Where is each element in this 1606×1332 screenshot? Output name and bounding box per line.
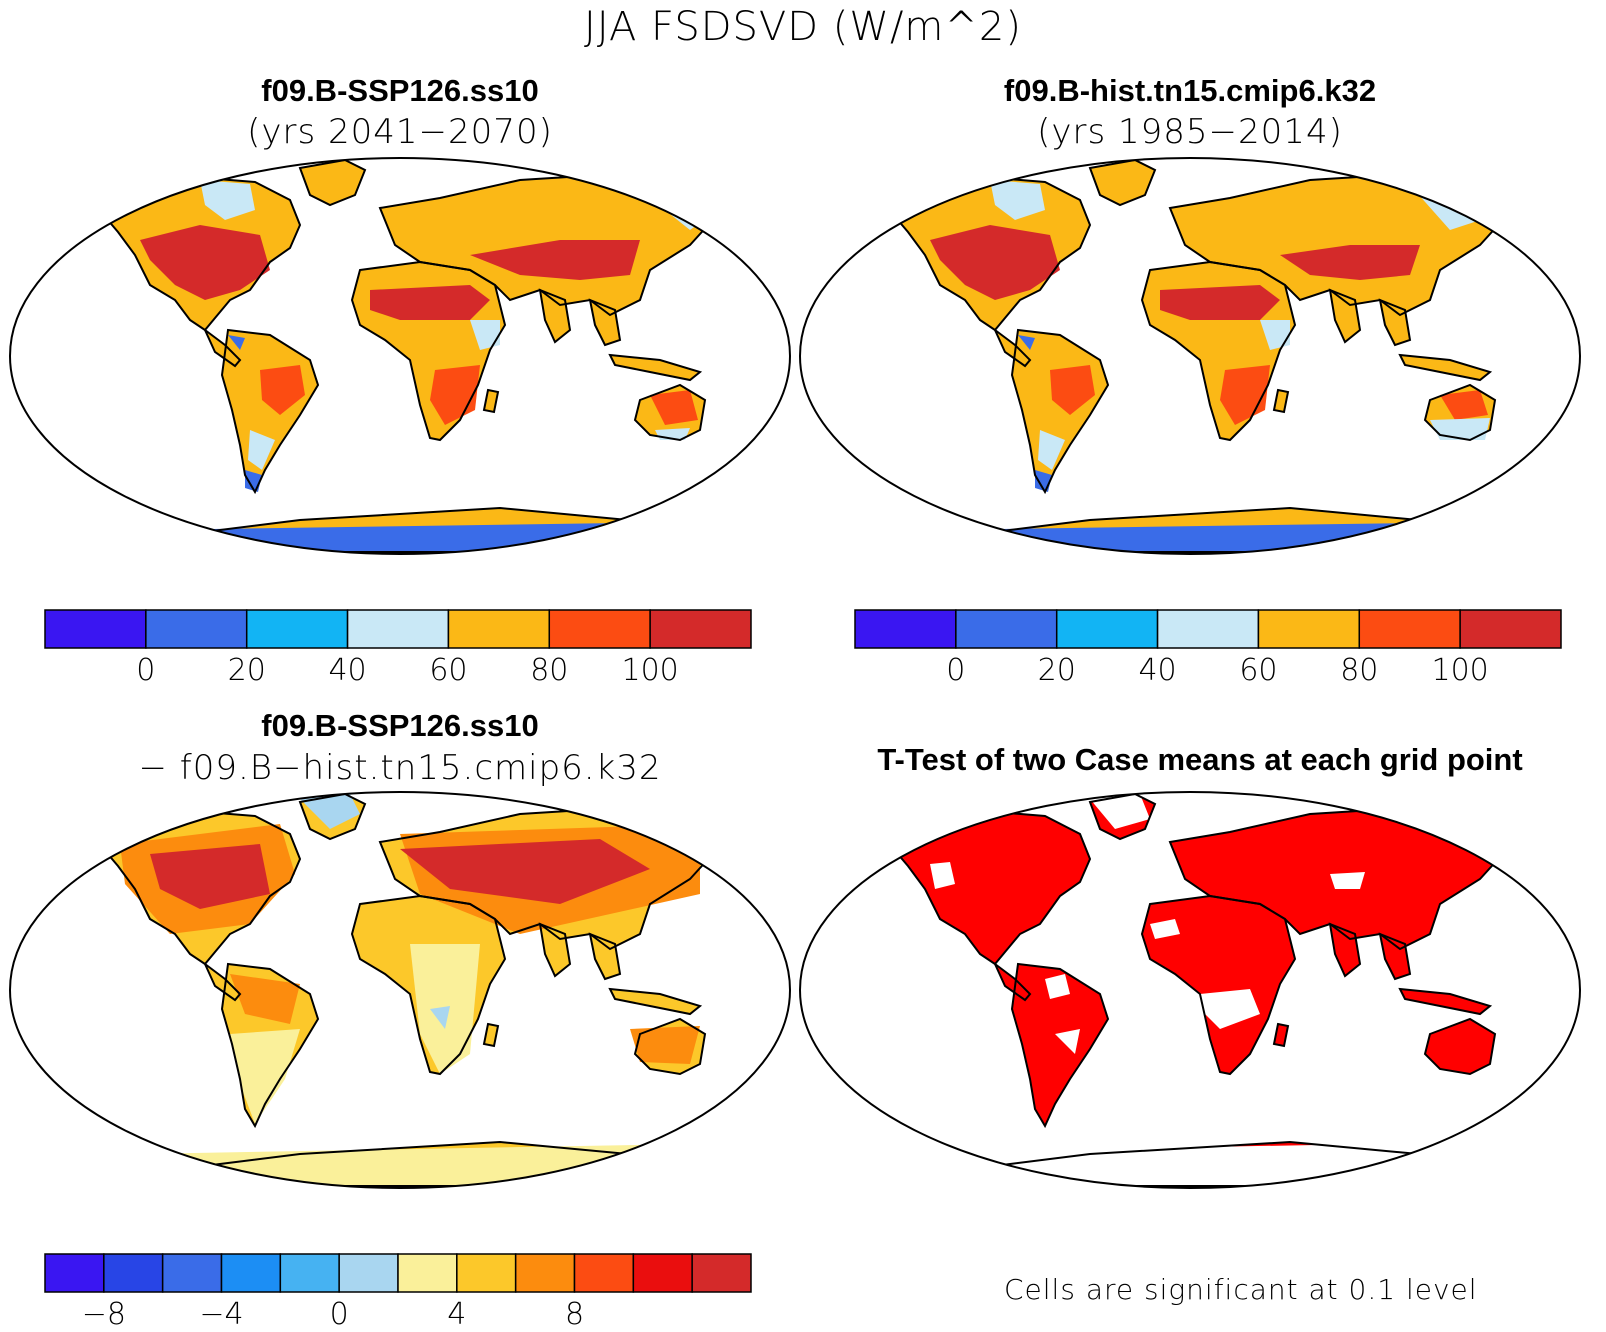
colorbar-tick-label: 20	[1037, 653, 1076, 688]
colorbar-swatch	[1257, 609, 1361, 649]
colorbar-swatch	[103, 1253, 164, 1293]
globe-outline	[9, 157, 791, 555]
map-control	[799, 157, 1581, 555]
high-flux-regions	[140, 225, 640, 320]
colorbar-tick-label: 40	[328, 653, 367, 688]
colorbar-tick-label: 60	[429, 653, 468, 688]
colorbar-swatch	[691, 1253, 752, 1293]
colorbar-tick-label: 20	[227, 653, 266, 688]
colorbar-swatch	[854, 609, 957, 649]
colorbar-tick-label: 0	[136, 653, 156, 688]
panel-control-title: f09.B-hist.tn15.cmip6.k32	[1003, 73, 1377, 108]
map-case	[9, 157, 791, 555]
colorbar-tick-label: −8	[81, 1297, 126, 1332]
colorbar-swatch	[573, 1253, 635, 1293]
colorbar-swatch	[145, 609, 248, 649]
panel-control-subtitle: (yrs 1985−2014)	[1037, 112, 1343, 152]
map-ttest	[799, 791, 1581, 1189]
colorbar-case	[44, 609, 752, 649]
panel-difference-subtitle: − f09.B−hist.tn15.cmip6.k32	[138, 748, 662, 788]
colorbar-swatch	[548, 609, 651, 649]
panel-case-title: f09.B-SSP126.ss10	[261, 73, 539, 108]
colorbar-swatch	[447, 609, 551, 649]
panel-difference-title: f09.B-SSP126.ss10	[261, 708, 539, 743]
colorbar-swatch	[44, 1253, 105, 1293]
colorbar-swatch	[161, 1253, 223, 1293]
colorbar-swatch	[44, 609, 147, 649]
colorbar-tick-label: 0	[329, 1297, 349, 1332]
panel-case-subtitle: (yrs 2041−2070)	[247, 112, 553, 152]
colorbar-swatch	[346, 609, 450, 649]
colorbar-tick-label: 40	[1138, 653, 1177, 688]
colorbar-tick-label: 80	[1340, 653, 1379, 688]
colorbar-swatch	[632, 1253, 693, 1293]
significance-footnote: Cells are significant at 0.1 level	[1004, 1273, 1478, 1306]
colorbar-swatch	[220, 1253, 282, 1293]
colorbar-swatch	[456, 1253, 517, 1293]
colorbar-tick-label: 100	[621, 653, 679, 688]
colorbar-tick-label: 80	[530, 653, 569, 688]
colorbar-swatch	[279, 1253, 340, 1293]
colorbar-swatch	[1459, 609, 1562, 649]
panel-ttest-title: T-Test of two Case means at each grid po…	[877, 742, 1523, 777]
colorbar-difference	[44, 1253, 752, 1293]
colorbar-swatch	[649, 609, 752, 649]
colorbar-tick-label: 100	[1431, 653, 1489, 688]
colorbar-swatch	[338, 1253, 399, 1293]
colorbar-tick-label: 8	[564, 1297, 585, 1332]
colorbar-swatch	[245, 609, 349, 649]
colorbar-tick-label: 4	[447, 1297, 467, 1332]
map-difference	[9, 791, 791, 1189]
colorbar-tick-label: 0	[946, 653, 966, 688]
colorbar-swatch	[1358, 609, 1461, 649]
colorbar-swatch	[514, 1253, 576, 1293]
colorbar-swatch	[1055, 609, 1159, 649]
colorbar-swatch	[397, 1253, 458, 1293]
figure-title: JJA FSDSVD (W/m^2)	[584, 4, 1022, 50]
colorbar-swatch	[955, 609, 1058, 649]
colorbar-tick-label: 60	[1239, 653, 1278, 688]
colorbar-control	[854, 609, 1562, 649]
colorbar-tick-label: −4	[199, 1297, 244, 1332]
colorbar-swatch	[1156, 609, 1260, 649]
